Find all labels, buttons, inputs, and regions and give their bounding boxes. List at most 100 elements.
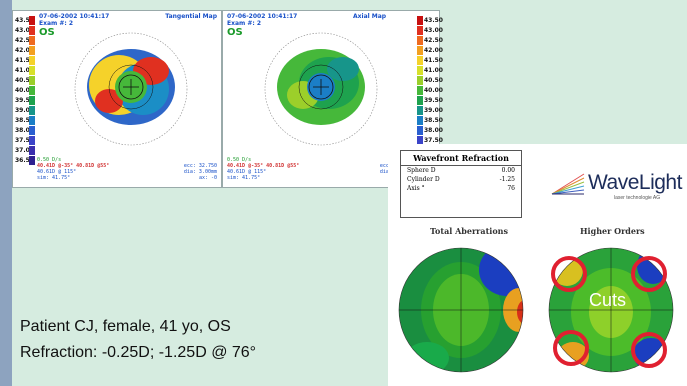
brand-subtitle: laser technologie AG [614,195,661,201]
scale-swatch [29,125,35,135]
higher-orders-map [548,247,674,373]
scale-row: 41.00 [15,65,35,75]
scale-value: 40.00 [424,86,443,94]
scale-swatch [417,75,423,85]
scale-label: 0.50 D/s [227,157,252,163]
scale-row: 41.50 [417,55,443,65]
scale-row: 42.00 [15,45,35,55]
eye-label: OS [227,27,243,38]
scale-swatch [29,25,35,35]
scale-row: 36.50 [15,155,35,165]
scale-swatch [417,105,423,115]
eye-label: OS [39,27,55,38]
patient-line: Patient CJ, female, 41 yo, OS [20,318,231,335]
cut-marker-bottom-right [631,332,667,368]
map-stats-right: 0.50 D/s 40.41D @-35° 40.81D @55° 40.61D… [227,157,299,181]
scale-row: 42.50 [15,35,35,45]
scale-swatch [417,35,423,45]
map-type-label: Axial Map [353,13,387,20]
scale-swatch [417,125,423,135]
scale-value: 38.00 [15,126,34,134]
sphere-row: Sphere D 0.00 [407,167,515,174]
cut-marker-top-left [551,256,587,292]
scale-row: 38.50 [15,115,35,125]
map-type-label: Tangential Map [165,13,217,20]
cut-marker-bottom-left [553,330,589,366]
map-header-left: 07-06-2002 10:41:17 Exam #: 2 OS [39,13,109,38]
k-average: 40.61D @ 115° [227,169,267,175]
scale-row: 41.00 [417,65,443,75]
scale-value: 37.00 [15,146,34,154]
scale-row: 37.50 [417,135,443,145]
k-values: 40.41D @-35° 40.81D @55° [37,163,110,169]
scale-value: 42.00 [424,46,443,54]
scale-row: 38.00 [15,125,35,135]
scale-value: 38.50 [15,116,34,124]
refraction-line: Refraction: -0.25D; -1.25D @ 76° [20,344,257,361]
scale-swatch [417,135,423,145]
higher-orders-label: Higher Orders [580,226,645,236]
scale-value: 42.00 [15,46,34,54]
scale-row: 40.00 [15,85,35,95]
scale-swatch [29,155,35,165]
exam-number: Exam #: 2 [227,20,262,27]
scale-value: 36.50 [15,156,34,164]
wavelight-logo-icon [551,173,585,195]
color-scale-left: 43.50 43.00 42.50 42.00 41.50 41.00 40.50 40.00… [15,15,35,165]
k-values: 40.41D @-35° 40.81D @55° [227,163,300,169]
sim-k: sim: 41.75° [37,175,71,181]
scale-value: 38.50 [424,116,443,124]
k-average: 40.61D @ 115° [37,169,77,175]
exam-date: 07-06-2002 10:41:17 [227,13,298,20]
scale-value: 42.50 [15,36,34,44]
exam-number: Exam #: 2 [39,20,74,27]
scale-row: 38.00 [417,125,443,135]
scale-row: 43.00 [15,25,35,35]
scale-swatch [417,85,423,95]
scale-value: 41.00 [15,66,34,74]
scale-swatch [417,65,423,75]
tangential-topography-map [74,32,188,146]
scale-value: 39.50 [15,96,34,104]
scale-swatch [417,25,423,35]
scale-swatch [417,115,423,125]
scale-value: 39.00 [15,106,34,114]
scale-value: 39.00 [424,106,443,114]
scale-value: 43.00 [15,26,34,34]
axial-map-panel: 07-06-2002 10:41:17 Exam #: 2 OS Axial M… [222,10,443,188]
scale-value: 37.50 [424,136,443,144]
exam-date: 07-06-2002 10:41:17 [39,13,110,20]
scale-value: 41.50 [424,56,443,64]
scale-swatch [29,75,35,85]
scale-value: 40.50 [424,76,443,84]
scale-row: 39.50 [15,95,35,105]
scale-row: 40.00 [417,85,443,95]
stat-axis: ax: -0 [198,175,217,181]
scale-swatch [417,95,423,105]
scale-swatch [29,65,35,75]
scale-swatch [417,55,423,65]
scale-row: 41.50 [15,55,35,65]
scale-row: 40.50 [15,75,35,85]
scale-value: 41.00 [424,66,443,74]
scale-row: 43.00 [417,25,443,35]
scale-swatch [29,95,35,105]
scale-row: 38.50 [417,115,443,125]
scale-swatch [29,105,35,115]
scale-swatch [417,45,423,55]
map-header-right: 07-06-2002 10:41:17 Exam #: 2 OS [227,13,297,38]
map-stats-left: 0.50 D/s 40.41D @-35° 40.81D @55° 40.61D… [37,157,109,181]
scale-swatch [417,15,423,25]
brand-name: WaveLight [588,171,682,194]
tangential-map-panel: 43.50 43.00 42.50 42.00 41.50 41.00 40.50 40.00… [12,10,222,188]
patient-info: Patient CJ, female, 41 yo, OS Refraction… [20,314,256,366]
sim-k: sim: 41.75° [227,175,261,181]
scale-row: 39.00 [417,105,443,115]
stat-dia: dia: 3.00mm [183,169,217,175]
stat-ecc: ecc: 32.750 [183,163,217,169]
scale-value: 38.00 [424,126,443,134]
scale-row: 43.50 [417,15,443,25]
total-aberrations-map [398,247,524,373]
scale-value: 37.50 [15,136,34,144]
scale-value: 42.50 [424,36,443,44]
